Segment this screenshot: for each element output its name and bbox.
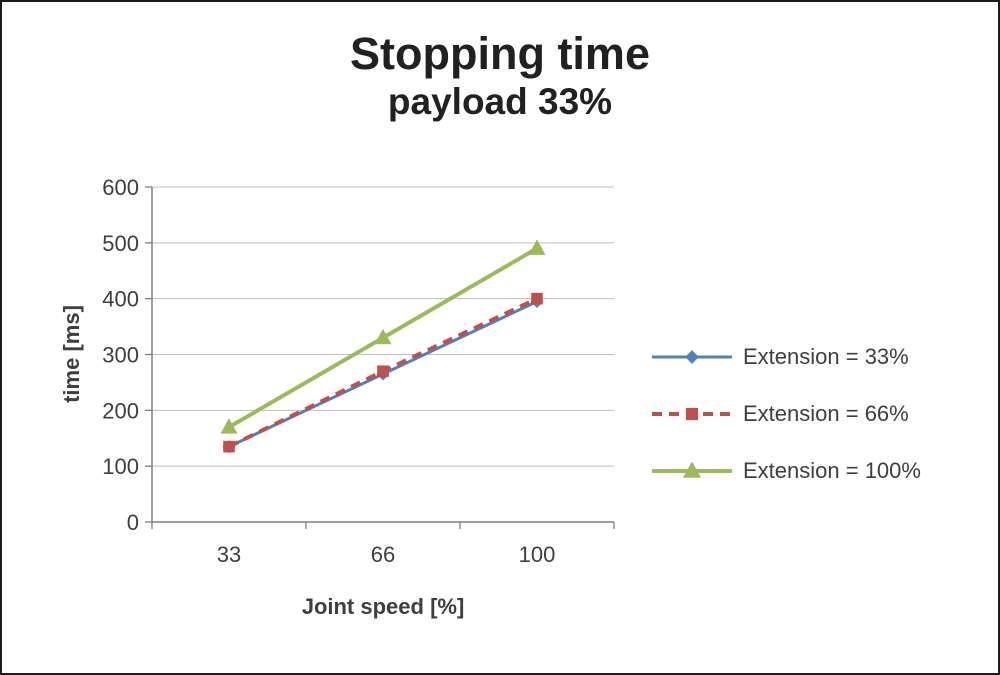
y-tick-label: 200 [102, 398, 139, 423]
legend-line-sample [652, 350, 732, 364]
legend-entry: Extension = 66% [650, 395, 921, 433]
legend-entry: Extension = 100% [650, 452, 921, 490]
y-tick-label: 0 [127, 510, 139, 535]
chart-title-block: Stopping time payload 33% [2, 28, 998, 124]
chart-title: Stopping time [350, 28, 650, 79]
square-marker [685, 407, 699, 421]
x-tick-label: 66 [371, 542, 395, 567]
legend-label: Extension = 100% [743, 458, 921, 483]
x-tick-label: 100 [519, 542, 556, 567]
square-marker [531, 292, 543, 305]
y-tick-label: 400 [102, 287, 139, 312]
square-marker [377, 365, 389, 378]
x-axis-title: Joint speed [%] [301, 594, 465, 619]
triangle-marker [528, 239, 546, 255]
diamond-marker [685, 350, 699, 364]
y-tick-label: 100 [102, 454, 139, 479]
legend-label: Extension = 33% [743, 344, 909, 369]
legend-line-sample [652, 461, 732, 478]
x-tick-label: 33 [217, 542, 241, 567]
y-tick-label: 600 [102, 175, 139, 200]
square-marker [223, 440, 235, 453]
y-tick-label: 300 [102, 343, 139, 368]
y-tick-label: 500 [102, 231, 139, 256]
triangle-marker [683, 461, 701, 478]
triangle-marker [374, 328, 392, 345]
legend-label: Extension = 66% [743, 401, 909, 426]
legend: Extension = 33% Extension = 66% Extension … [650, 338, 921, 490]
legend-entry: Extension = 33% [650, 338, 921, 376]
triangle-marker [220, 418, 238, 434]
legend-line-sample [652, 407, 732, 421]
chart-subtitle: payload 33% [387, 80, 613, 122]
y-axis-title: time [ms] [59, 305, 84, 403]
